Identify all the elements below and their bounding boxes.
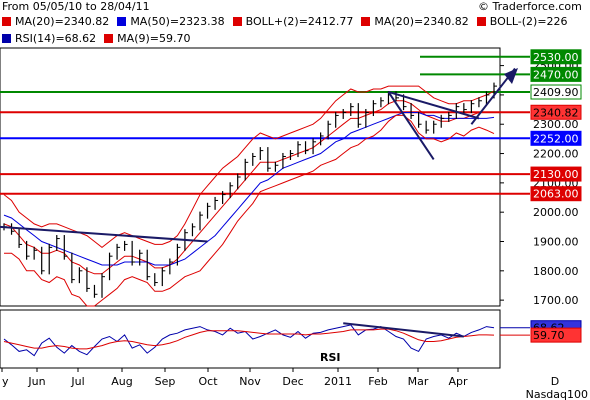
legend-swatch <box>476 17 486 26</box>
y-tick-label: 2300.00 <box>533 118 579 131</box>
price-level-tag <box>530 186 582 202</box>
indicator-line <box>3 85 495 249</box>
legend-label: MA(20)=2340.82 <box>15 15 110 28</box>
legend-swatch <box>117 17 127 26</box>
x-tick-label: Oct <box>198 375 218 388</box>
rsi-line <box>3 324 495 357</box>
x-tick-label: Nov <box>239 375 261 388</box>
x-tick-label: y <box>2 375 9 388</box>
legend-label: MA(9)=59.70 <box>117 32 191 45</box>
x-tick-label: Feb <box>368 375 387 388</box>
date-range-text: From 05/05/10 to 28/04/11 <box>2 0 150 13</box>
legend-swatch <box>2 17 11 26</box>
indicator-line <box>3 112 495 266</box>
rsi-trend-line <box>343 322 464 338</box>
indicator-line <box>4 114 495 307</box>
price-panel-frame <box>0 47 501 307</box>
rsi-annotation: RSI <box>320 351 341 364</box>
ticker-label: Nasdaq100 <box>526 388 588 400</box>
price-level-label: 2130.00 <box>533 168 579 181</box>
price-level-tag <box>530 84 582 100</box>
legend-label: MA(50)=2323.38 <box>130 15 225 28</box>
legend-label: BOLL+(2)=2412.77 <box>245 15 354 28</box>
legend-item: BOLL-(2)=226 <box>476 15 568 28</box>
rsi-line <box>3 328 495 350</box>
rsi-level-tag <box>530 327 582 343</box>
x-tick-label: Mar <box>408 375 429 388</box>
x-tick-label: Jun <box>27 375 45 388</box>
x-tick-label: Apr <box>448 375 468 388</box>
x-end-label: D <box>551 375 559 388</box>
price-level-tag <box>530 130 582 146</box>
legend-label: RSI(14)=68.62 <box>15 32 97 45</box>
rsi-level-label: 59.70 <box>533 329 565 342</box>
legend-label: MA(20)=2340.82 <box>374 15 469 28</box>
y-tick-label: 2000.00 <box>533 206 579 219</box>
trend-line <box>388 91 480 120</box>
legend-swatch <box>232 17 242 26</box>
legend-item: MA(20)=2340.82 <box>2 15 109 28</box>
indicator-legend-row-1: MA(20)=2340.82 MA(50)=2323.38 BOLL+(2)=241… <box>2 15 590 29</box>
legend-item: MA(9)=59.70 <box>104 32 190 45</box>
legend-label: BOLL-(2)=226 <box>489 15 568 28</box>
price-level-label: 2252.00 <box>533 132 579 145</box>
x-tick-label: Dec <box>282 375 303 388</box>
y-tick-label: 1800.00 <box>533 265 579 278</box>
y-tick-label: 1700.00 <box>533 294 579 307</box>
trend-line <box>0 225 208 243</box>
trend-line <box>387 91 435 160</box>
y-tick-label: 2200.00 <box>533 148 579 161</box>
price-level-label: 2340.82 <box>533 106 579 119</box>
price-level-label: 2470.00 <box>533 68 579 81</box>
price-level-tag <box>530 104 582 120</box>
indicator-line <box>3 100 495 275</box>
y-tick-label: 1900.00 <box>533 236 579 249</box>
price-level-tag <box>530 66 582 82</box>
indicator-legend-row-2: RSI(14)=68.62 MA(9)=59.70 <box>2 32 590 46</box>
legend-swatch <box>361 17 371 26</box>
price-level-label: 2530.00 <box>533 51 579 64</box>
x-tick-label: Sep <box>155 375 176 388</box>
legend-item: RSI(14)=68.62 <box>2 32 96 45</box>
price-level-label: 2063.00 <box>533 188 579 201</box>
legend-swatch <box>104 34 114 43</box>
rsi-panel-frame <box>0 309 501 369</box>
legend-item: BOLL+(2)=2412.77 <box>232 15 354 28</box>
x-tick-label: 2011 <box>324 375 352 388</box>
copyright-text: © Traderforce.com <box>478 0 582 13</box>
price-level-label: 2409.90 <box>533 86 579 99</box>
legend-item: MA(50)=2323.38 <box>117 15 225 28</box>
price-level-tag <box>530 49 582 65</box>
legend-swatch <box>2 34 11 43</box>
trend-arrow-head <box>504 68 518 84</box>
x-tick-label: Aug <box>111 375 132 388</box>
x-tick-label: Jul <box>70 375 84 388</box>
price-level-tag <box>530 166 582 182</box>
legend-item: MA(20)=2340.82 <box>361 15 469 28</box>
